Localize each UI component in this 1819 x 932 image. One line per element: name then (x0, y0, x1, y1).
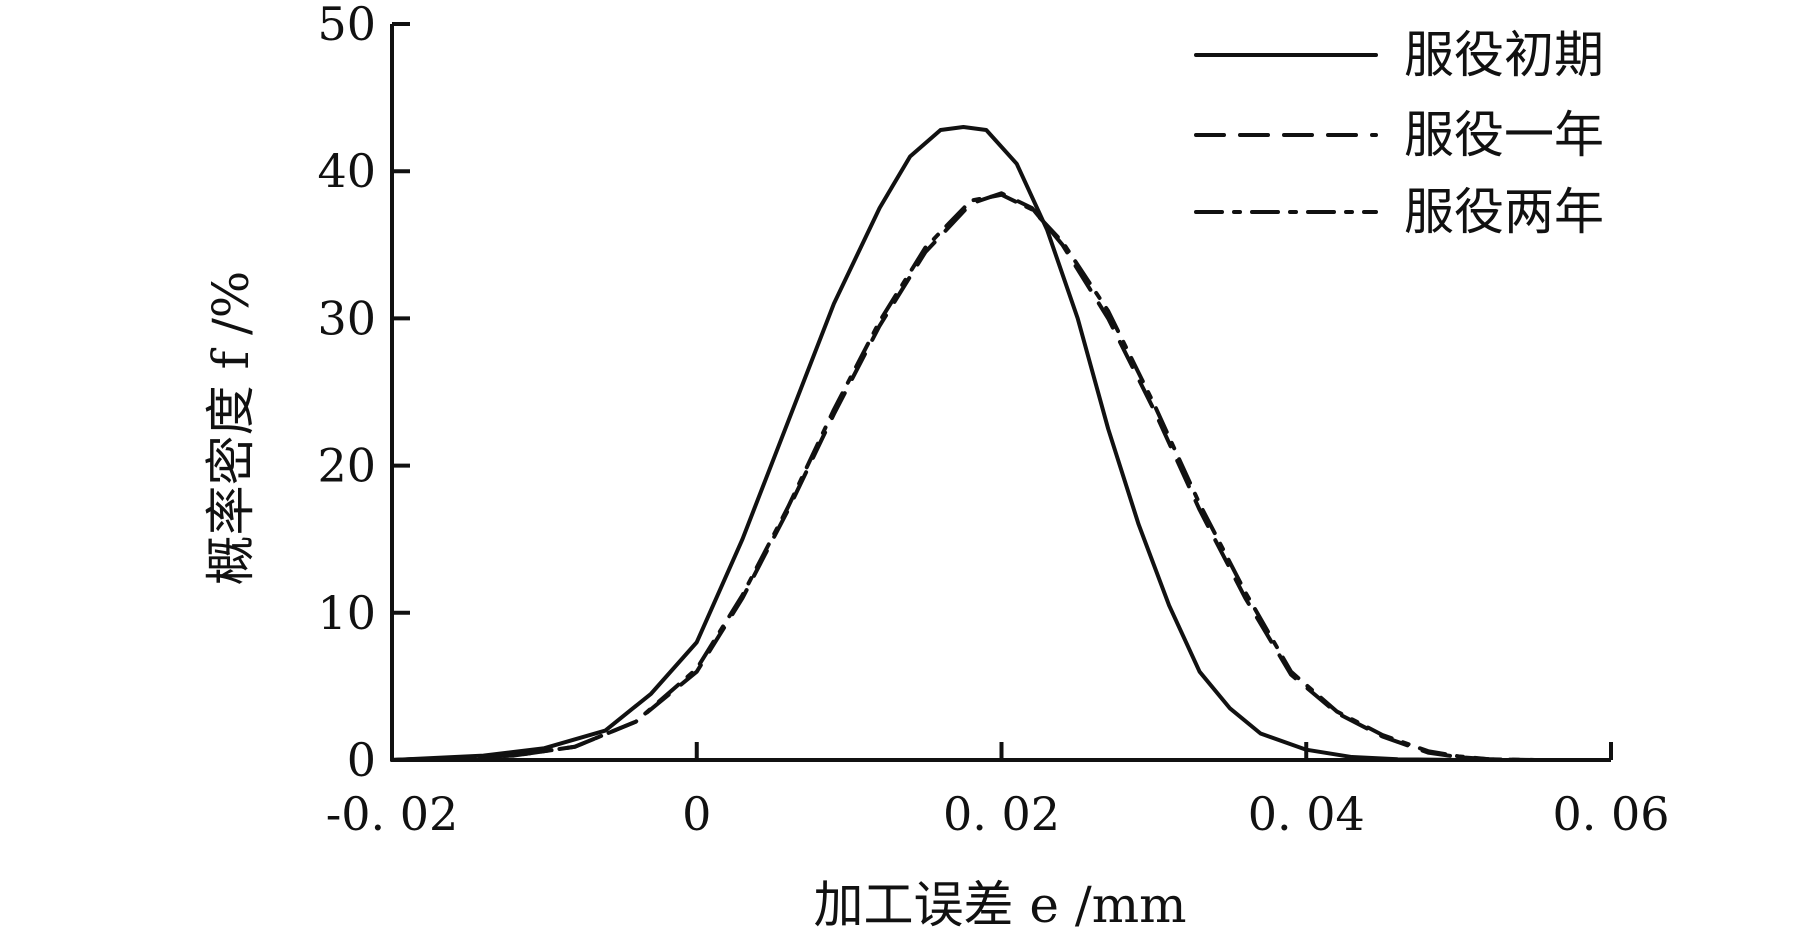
series-line-3 (390, 192, 1537, 762)
x-tick-label: 0 (682, 787, 711, 841)
y-axis-label: 概率密度 f /% (202, 271, 260, 586)
legend-label-2: 服役一年 (1404, 106, 1604, 164)
x-tick-label: -0. 02 (326, 787, 459, 841)
x-tick-label: 0. 04 (1248, 787, 1365, 841)
plot-lines (390, 125, 1537, 762)
x-tick-label: 0. 02 (943, 787, 1060, 841)
legend-label-3: 服役两年 (1404, 183, 1604, 241)
series-line-1 (390, 125, 1461, 762)
y-tick-label: 50 (317, 0, 376, 51)
legend-label-1: 服役初期 (1404, 26, 1604, 84)
y-tick-label: 10 (317, 586, 376, 640)
y-tick-label: 20 (317, 439, 376, 493)
y-tick-label: 30 (317, 291, 376, 345)
y-tick-label: 0 (347, 733, 376, 787)
x-tick-label: 0. 06 (1552, 787, 1669, 841)
y-ticks: 0 10 20 30 40 50 (317, 0, 410, 787)
series-line-2 (390, 191, 1537, 762)
y-tick-label: 40 (317, 144, 376, 198)
x-ticks: -0. 02 0 0. 02 0. 04 0. 06 (326, 742, 1670, 841)
x-axis-label: 加工误差 e /mm (813, 876, 1186, 932)
